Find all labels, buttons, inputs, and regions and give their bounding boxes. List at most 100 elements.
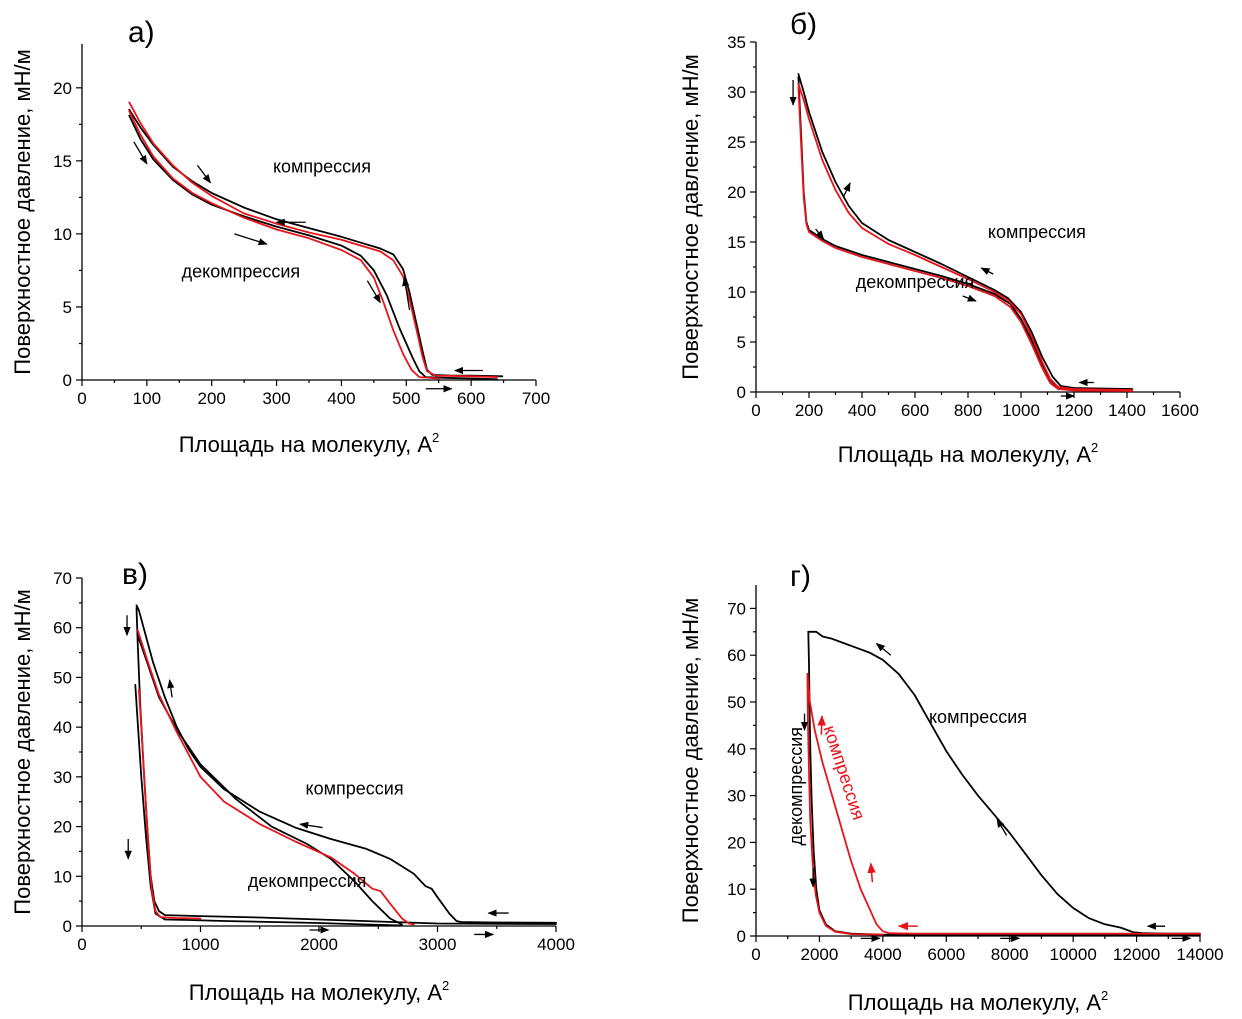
direction-arrow <box>402 276 411 310</box>
direction-arrow <box>962 294 977 302</box>
x-tick-label: 400 <box>848 401 876 420</box>
series-line-red <box>138 689 202 920</box>
x-axis-label: Площадь на молекулу, А2 <box>848 988 1108 1015</box>
curve-annotation: компрессия <box>988 222 1086 242</box>
x-tick-label: 6000 <box>927 945 965 964</box>
direction-arrow <box>167 679 175 698</box>
series-line-red <box>128 101 498 378</box>
panel-label: в) <box>122 558 148 591</box>
y-axis-label: Поверхностное давление, мН/м <box>10 589 35 914</box>
panel-label: б) <box>790 8 817 41</box>
y-tick-label: 25 <box>727 133 746 152</box>
direction-arrow <box>815 228 825 240</box>
series-line-black <box>807 630 1201 935</box>
curve-annotation: декомпрессия <box>786 727 806 846</box>
y-tick-label: 30 <box>727 787 746 806</box>
series-line-black <box>135 604 557 924</box>
y-axis-label: Поверхностное давление, мН/м <box>678 54 703 379</box>
x-tick-label: 2000 <box>801 945 839 964</box>
y-tick-label: 0 <box>63 917 72 936</box>
y-tick-label: 10 <box>53 867 72 886</box>
x-axis-label: Площадь на молекулу, А2 <box>838 440 1098 467</box>
y-tick-label: 20 <box>53 79 72 98</box>
x-tick-label: 0 <box>77 389 86 408</box>
series-line-red <box>806 673 1201 935</box>
y-tick-label: 30 <box>727 83 746 102</box>
curve-annotation: декомпрессия <box>248 871 367 891</box>
direction-arrow-red <box>817 714 826 735</box>
x-tick-label: 1000 <box>182 935 220 954</box>
curve-annotation: компрессия <box>273 157 371 177</box>
direction-arrow <box>234 233 268 246</box>
x-tick-label: 12000 <box>1113 945 1160 964</box>
x-axis-label-sup: 2 <box>1101 988 1108 1003</box>
series-line-red <box>797 86 1134 392</box>
y-axis-label: Поверхностное давление, мН/м <box>10 49 35 374</box>
series-line-red <box>136 629 415 926</box>
curve-annotation: компрессия <box>306 778 404 798</box>
x-tick-label: 500 <box>392 389 420 408</box>
y-tick-label: 35 <box>727 33 746 52</box>
x-tick-label: 1400 <box>1108 401 1146 420</box>
direction-arrow <box>980 267 994 275</box>
y-tick-label: 50 <box>727 693 746 712</box>
y-tick-label: 20 <box>727 833 746 852</box>
x-tick-label: 3000 <box>419 935 457 954</box>
x-tick-label: 800 <box>954 401 982 420</box>
x-tick-label: 10000 <box>1050 945 1097 964</box>
x-tick-label: 300 <box>262 389 290 408</box>
chart-panel-2: 0 200 400 600 800 1000 1200 1400 1600 0 5 10 15 20 25 3… <box>678 8 1199 467</box>
x-tick-label: 600 <box>901 401 929 420</box>
x-axis-label: Площадь на молекулу, А2 <box>189 978 449 1005</box>
curve-annotation: декомпрессия <box>182 262 301 282</box>
direction-arrow <box>366 280 381 304</box>
x-axis-label-sup: 2 <box>1091 440 1098 455</box>
series-line-red <box>806 673 884 936</box>
x-tick-label: 200 <box>198 389 226 408</box>
y-tick-label: 40 <box>727 740 746 759</box>
series-line-black <box>136 634 403 926</box>
curve-annotation: компрессия <box>929 707 1027 727</box>
curve-annotation: компрессия <box>820 723 869 822</box>
x-axis-label-sup: 2 <box>442 978 449 993</box>
x-tick-label: 100 <box>133 389 161 408</box>
x-tick-label: 4000 <box>864 945 902 964</box>
y-tick-label: 10 <box>727 880 746 899</box>
x-tick-label: 700 <box>522 389 550 408</box>
panel-label: а) <box>128 16 155 49</box>
x-tick-label: 14000 <box>1176 945 1223 964</box>
x-tick-label: 0 <box>751 945 760 964</box>
x-tick-label: 4000 <box>537 935 575 954</box>
chart-panel-1: 0 100 200 300 400 500 600 700 0 5 10 15 20 Площадь на… <box>10 16 550 457</box>
x-axis-label: Площадь на молекулу, А2 <box>179 430 439 457</box>
series-line-black <box>807 630 1201 936</box>
y-tick-label: 0 <box>63 371 72 390</box>
direction-arrow <box>996 818 1008 836</box>
y-tick-label: 60 <box>53 619 72 638</box>
panel-label: г) <box>790 560 811 593</box>
y-tick-label: 10 <box>53 225 72 244</box>
x-tick-label: 1000 <box>1002 401 1040 420</box>
y-tick-label: 20 <box>727 183 746 202</box>
y-tick-label: 40 <box>53 718 72 737</box>
y-tick-label: 0 <box>737 927 746 946</box>
y-tick-label: 5 <box>63 298 72 317</box>
x-tick-label: 0 <box>751 401 760 420</box>
x-tick-label: 200 <box>795 401 823 420</box>
x-axis-label-sup: 2 <box>432 430 439 445</box>
series-line-black <box>128 108 504 378</box>
y-tick-label: 60 <box>727 646 746 665</box>
chart-panel-4: 0 2000 4000 6000 8000 10000 12000 14000 0 10 20 30 4… <box>678 560 1224 1015</box>
chart-panel-3: 0 1000 2000 3000 4000 0 10 20 30 40 50 60 70 Площадь … <box>10 558 575 1005</box>
x-tick-label: 600 <box>457 389 485 408</box>
y-tick-label: 0 <box>737 383 746 402</box>
y-tick-label: 20 <box>53 818 72 837</box>
direction-arrow <box>842 182 851 198</box>
x-tick-label: 2000 <box>300 935 338 954</box>
y-tick-label: 10 <box>727 283 746 302</box>
y-tick-label: 5 <box>737 333 746 352</box>
y-tick-label: 70 <box>727 599 746 618</box>
series-line-black <box>797 73 1134 390</box>
direction-arrow <box>299 821 323 829</box>
